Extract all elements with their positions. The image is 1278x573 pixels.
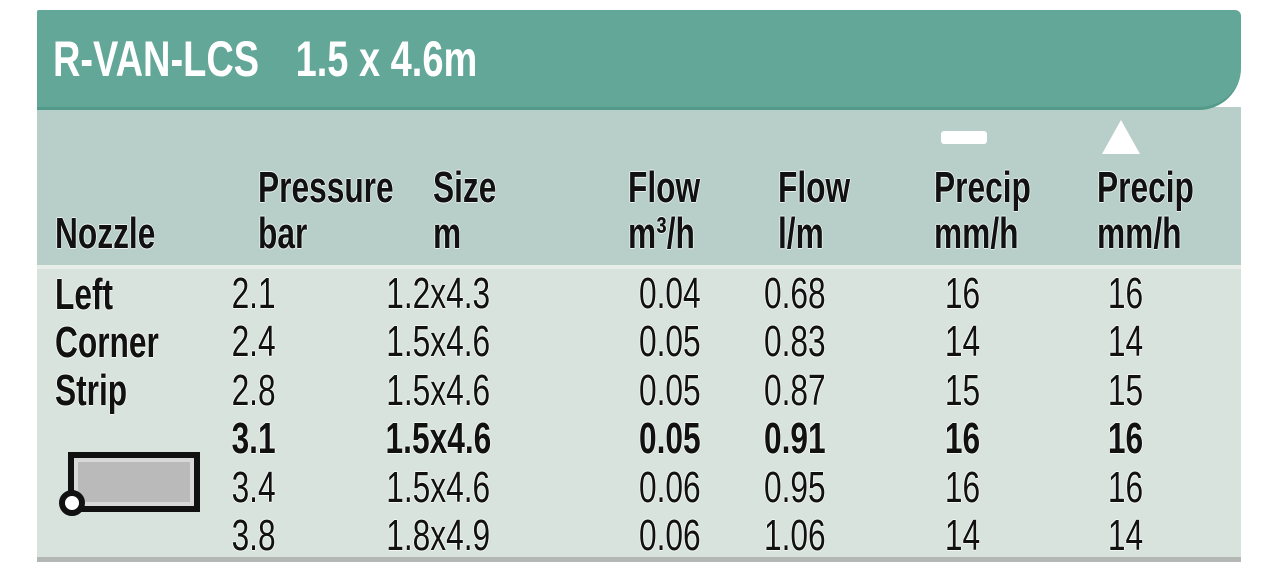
cell-pressure: 3.8 <box>231 510 277 560</box>
cell-size: 1.5x4.6 <box>386 317 490 367</box>
product-range: 1.5 x 4.6m <box>295 30 478 87</box>
cell-flow-m3h: 0.05 <box>639 365 701 415</box>
cell-size: 1.5x4.6 <box>385 414 491 464</box>
cell-flow-lm: 0.68 <box>764 269 826 318</box>
cell-precip-square: 14 <box>944 317 980 367</box>
nozzle-name: Left Corner Strip <box>55 270 159 415</box>
cell-precip-triangle: 16 <box>1107 462 1143 512</box>
cell-flow-m3h: 0.05 <box>639 414 701 464</box>
table-row: 2.4 1.5x4.6 0.05 0.83 14 14 <box>37 317 1241 367</box>
column-header-band: Nozzle Pressure bar Size m Flow m³/h Flo… <box>37 107 1241 269</box>
cell-precip-triangle: 15 <box>1107 365 1143 415</box>
cell-size: 1.8x4.9 <box>386 510 490 560</box>
cell-precip-triangle: 16 <box>1107 414 1143 464</box>
cell-precip-triangle: 16 <box>1107 269 1143 318</box>
nozzle-position-dot <box>59 490 85 516</box>
column-header-flow-m3h: Flow m³/h <box>628 163 701 258</box>
cell-size: 1.2x4.3 <box>386 269 490 318</box>
table-title-bar: R-VAN-LCS 1.5 x 4.6m <box>37 10 1241 110</box>
table-row: 2.8 1.5x4.6 0.05 0.87 15 15 <box>37 365 1241 415</box>
cell-pressure: 3.1 <box>231 414 277 464</box>
column-header-precip-triangle: Precip mm/h <box>1097 163 1194 258</box>
column-header-size: Size m <box>433 163 497 258</box>
cell-pressure: 2.4 <box>231 317 277 367</box>
cell-size: 1.5x4.6 <box>386 462 490 512</box>
cell-pressure: 3.4 <box>231 462 277 512</box>
cell-flow-lm: 0.95 <box>764 462 826 512</box>
cell-size: 1.5x4.6 <box>386 365 490 415</box>
cell-flow-m3h: 0.06 <box>639 462 701 512</box>
cell-flow-lm: 0.91 <box>764 414 826 464</box>
cell-precip-triangle: 14 <box>1107 317 1143 367</box>
table-row: 3.4 1.5x4.6 0.06 0.95 16 16 <box>37 462 1241 512</box>
cell-precip-square: 16 <box>944 462 980 512</box>
column-header-flow-lm: Flow l/m <box>778 163 851 258</box>
column-header-precip-square: Precip mm/h <box>934 163 1031 258</box>
table-title: R-VAN-LCS 1.5 x 4.6m <box>37 30 477 88</box>
cell-flow-m3h: 0.06 <box>639 510 701 560</box>
cell-flow-lm: 0.83 <box>764 317 826 367</box>
dash-icon <box>941 131 987 144</box>
cell-flow-m3h: 0.05 <box>639 317 701 367</box>
column-header-nozzle: Nozzle <box>55 209 156 258</box>
cell-precip-square: 16 <box>944 414 980 464</box>
cell-flow-m3h: 0.04 <box>639 269 701 318</box>
table-row: 3.1 1.5x4.6 0.05 0.91 16 16 <box>37 414 1241 464</box>
table-body: Left Corner Strip 2.1 1.2x4.3 0.04 0.68 … <box>37 269 1241 562</box>
cell-flow-lm: 0.87 <box>764 365 826 415</box>
cell-precip-triangle: 14 <box>1107 510 1143 560</box>
table-row: 2.1 1.2x4.3 0.04 0.68 16 16 <box>37 269 1241 318</box>
cell-precip-square: 14 <box>944 510 980 560</box>
cell-pressure: 2.8 <box>231 365 277 415</box>
nozzle-performance-table: R-VAN-LCS 1.5 x 4.6m Nozzle Pressure bar… <box>37 10 1241 562</box>
cell-pressure: 2.1 <box>231 269 277 318</box>
table-row: 3.8 1.8x4.9 0.06 1.06 14 14 <box>37 510 1241 560</box>
cell-flow-lm: 1.06 <box>764 510 826 560</box>
product-name: R-VAN-LCS <box>52 30 260 87</box>
data-rows: 2.1 1.2x4.3 0.04 0.68 16 16 2.4 1.5x4.6 … <box>37 269 1241 560</box>
left-corner-strip-diagram <box>68 452 200 512</box>
triangle-icon <box>1102 120 1140 154</box>
column-header-pressure: Pressure bar <box>258 163 394 258</box>
cell-precip-square: 15 <box>944 365 980 415</box>
cell-precip-square: 16 <box>944 269 980 318</box>
